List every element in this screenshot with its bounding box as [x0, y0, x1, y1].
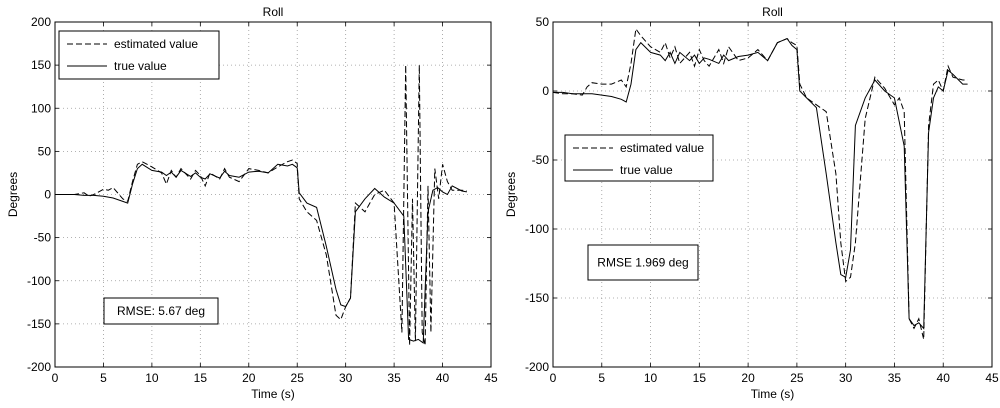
series-line-true	[553, 37, 968, 330]
x-tick-label: 10	[145, 371, 159, 385]
series-line-true	[55, 163, 467, 344]
chart-panel-2: 0 5 10 15 20 25 30 35 40 45 -200 -150 -100 -50 0 50 Roll…	[504, 5, 999, 401]
legend: estimated value true value	[58, 30, 220, 80]
annotation-text: RMSE: 5.67 deg	[117, 304, 205, 318]
y-tick-label: -100	[27, 274, 51, 288]
rmse-annotation: RMSE: 5.67 deg	[103, 297, 219, 325]
x-tick-label: 5	[598, 371, 605, 385]
x-tick-label: 10	[644, 371, 658, 385]
legend-entry: true value	[114, 59, 167, 73]
y-tick-label: 150	[31, 58, 51, 72]
y-tick-label: -100	[525, 222, 549, 236]
x-tick-label: 30	[339, 371, 353, 385]
chart-title: Roll	[762, 5, 783, 19]
y-tick-label: -50	[532, 153, 550, 167]
x-tick-label: 25	[291, 371, 305, 385]
x-tick-label: 45	[484, 371, 498, 385]
series-line-estimated	[55, 65, 467, 346]
x-tick-label: 15	[693, 371, 707, 385]
y-tick-label: 50	[536, 15, 550, 29]
x-tick-label: 35	[888, 371, 902, 385]
x-tick-label: 0	[550, 371, 557, 385]
x-tick-label: 45	[985, 371, 999, 385]
y-tick-label: 100	[31, 101, 51, 115]
y-tick-label: 50	[38, 144, 52, 158]
axes-frame	[54, 21, 492, 368]
x-axis-label: Time (s)	[751, 387, 795, 401]
annotation-box	[587, 244, 699, 281]
x-tick-label: 15	[194, 371, 208, 385]
legend-entry: estimated value	[620, 141, 704, 155]
y-tick-label: 200	[31, 15, 51, 29]
x-tick-label: 20	[242, 371, 256, 385]
x-tick-label: 40	[436, 371, 450, 385]
legend-box	[58, 30, 220, 80]
x-tick-label: 20	[741, 371, 755, 385]
y-tick-label: -200	[525, 360, 549, 374]
x-tick-label: 40	[937, 371, 951, 385]
chart-title: Roll	[263, 5, 284, 19]
annotation-box	[103, 297, 219, 325]
x-tick-label: 35	[387, 371, 401, 385]
y-tick-label: -150	[27, 317, 51, 331]
legend-entry: estimated value	[114, 37, 198, 51]
x-tick-label: 30	[839, 371, 853, 385]
y-tick-label: -200	[27, 360, 51, 374]
annotation-text: RMSE 1.969 deg	[597, 256, 688, 270]
axes-frame	[552, 21, 993, 368]
y-tick-label: 0	[44, 188, 51, 202]
y-axis-label: Degrees	[6, 172, 20, 217]
y-tick-label: 0	[542, 84, 549, 98]
x-tick-label: 25	[790, 371, 804, 385]
legend: estimated value true value	[564, 134, 714, 182]
legend-box	[564, 134, 714, 182]
x-tick-label: 5	[100, 371, 107, 385]
y-axis-label: Degrees	[504, 172, 518, 217]
chart-panel-1: 0 5 10 15 20 25 30 35 40 45 -200 -150 -100 -50 0 50 100 1…	[6, 5, 498, 401]
legend-entry: true value	[620, 163, 673, 177]
x-tick-label: 0	[52, 371, 59, 385]
x-axis-label: Time (s)	[251, 387, 295, 401]
y-tick-label: -150	[525, 291, 549, 305]
y-tick-label: -50	[34, 231, 52, 245]
plot-area	[553, 22, 992, 367]
rmse-annotation: RMSE 1.969 deg	[587, 244, 699, 281]
